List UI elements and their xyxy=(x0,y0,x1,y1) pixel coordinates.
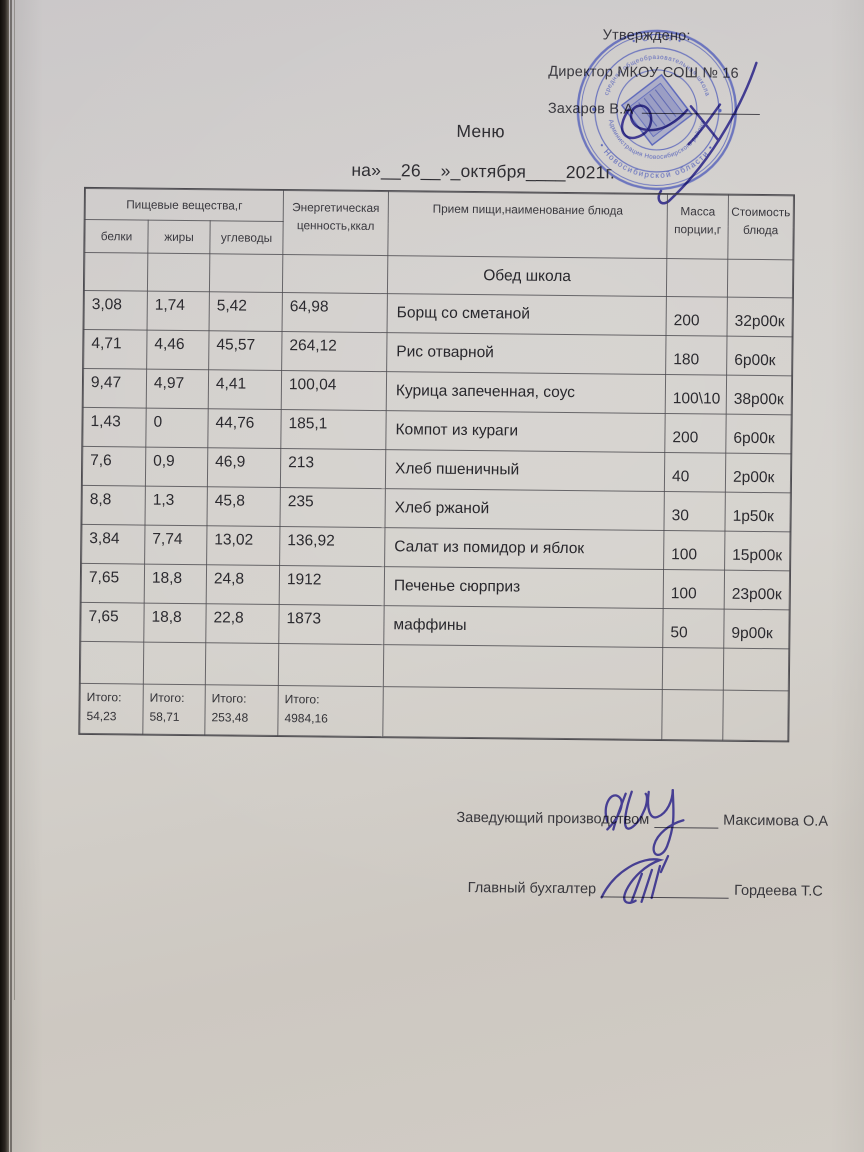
cell-mass: 100\10 xyxy=(665,374,727,415)
header-meal: Прием пищи,наименование блюда xyxy=(387,191,668,259)
page-title: Меню xyxy=(456,120,505,142)
cell-fat: 4,97 xyxy=(146,369,209,409)
cell-carbs: 45,57 xyxy=(208,330,283,371)
cell-protein: 1,43 xyxy=(82,407,147,448)
cell-protein: 3,84 xyxy=(81,524,145,565)
cell-protein: 7,65 xyxy=(81,563,145,604)
cell-energy: 64,98 xyxy=(282,292,388,333)
cell-carbs: 24,8 xyxy=(206,564,280,605)
cell-dish: Салат из помидор и яблок xyxy=(384,527,664,570)
signoff-name: Гордеева Т.С xyxy=(734,882,823,900)
cell-carbs: 45,8 xyxy=(206,486,281,527)
stamp-outer-top-text: • ОГРН • xyxy=(631,32,685,47)
cell-cost: 15р00к xyxy=(724,531,790,571)
cell-dish: Компот из кураги xyxy=(385,410,666,453)
cell-fat: 18,8 xyxy=(144,564,207,604)
cell-protein: 3,08 xyxy=(84,290,148,331)
cell-dish: Рис отварной xyxy=(386,332,667,375)
menu-rows: 3,08 1,74 5,42 64,98 Борщ со сметаной 20… xyxy=(80,290,793,649)
accountant-signature-ink xyxy=(600,854,670,904)
cell-mass: 40 xyxy=(664,452,726,493)
cell-mass: 180 xyxy=(665,335,728,376)
cell-mass: 200 xyxy=(666,296,728,337)
header-fat: жиры xyxy=(147,220,211,254)
page-edge-line xyxy=(14,0,15,1000)
signoff-name: Максимова О.А xyxy=(723,812,829,830)
cell-protein: 7,65 xyxy=(80,602,145,643)
cell-fat: 1,3 xyxy=(144,486,208,526)
total-protein: Итого: 54,23 xyxy=(79,683,144,735)
cell-energy: 185,1 xyxy=(280,409,387,450)
cell-energy: 136,92 xyxy=(279,526,385,567)
header-protein: белки xyxy=(84,219,149,254)
cell-energy: 264,12 xyxy=(281,331,388,372)
header-nutrients-group: Пищевые вещества,г xyxy=(85,188,284,222)
section-title: Обед школа xyxy=(387,255,667,297)
cell-carbs: 4,41 xyxy=(208,369,282,410)
paper-sheet xyxy=(9,0,864,1152)
cell-protein: 4,71 xyxy=(83,329,148,370)
empty-row xyxy=(80,641,789,691)
header-carbs: углеводы xyxy=(209,220,284,255)
cell-dish: Курица запеченная, соус xyxy=(386,371,666,414)
cell-carbs: 46,9 xyxy=(207,447,281,488)
cell-energy: 235 xyxy=(279,487,386,528)
cell-mass: 100 xyxy=(663,569,725,610)
cell-protein: 8,8 xyxy=(81,485,146,526)
cell-mass: 200 xyxy=(664,413,727,454)
cell-fat: 0 xyxy=(145,408,209,448)
cell-cost: 2р00к xyxy=(725,453,791,493)
cell-carbs: 44,76 xyxy=(207,408,282,449)
director-signature-ink xyxy=(620,61,758,205)
page-edge-line xyxy=(10,0,12,1152)
cell-carbs: 5,42 xyxy=(209,291,283,332)
signoff-role: Главный бухгалтер xyxy=(467,879,597,898)
cell-cost: 32р00к xyxy=(727,297,793,337)
cell-protein: 7,6 xyxy=(82,446,146,487)
cell-carbs: 13,02 xyxy=(206,525,280,566)
cell-mass: 30 xyxy=(663,491,726,532)
total-fat: Итого: 58,71 xyxy=(142,684,206,735)
cell-carbs: 22,8 xyxy=(205,603,280,644)
cell-protein: 9,47 xyxy=(83,368,147,409)
cell-cost: 38р00к xyxy=(726,375,792,415)
cell-fat: 4,46 xyxy=(146,330,210,370)
menu-table: Пищевые вещества,г Энергетическая ценнос… xyxy=(78,186,795,743)
cell-energy: 1912 xyxy=(279,565,385,606)
header-cost: Стоимость блюда xyxy=(727,195,794,260)
totals-row: Итого: 54,23 Итого: 58,71 Итого: 253,48 … xyxy=(79,683,789,741)
cell-energy: 213 xyxy=(280,448,386,489)
cell-cost: 1р50к xyxy=(724,492,791,532)
cell-cost: 6р00к xyxy=(726,336,793,376)
cell-mass: 100 xyxy=(663,530,725,571)
cell-dish: маффины xyxy=(383,605,664,648)
svg-text:• ОГРН •: • ОГРН • xyxy=(631,32,685,47)
cell-dish: Печенье сюрприз xyxy=(384,566,664,609)
cell-dish: Хлеб ржаной xyxy=(384,488,665,531)
cell-cost: 6р00к xyxy=(725,414,792,454)
cell-mass: 50 xyxy=(662,608,725,649)
cell-dish: Хлеб пшеничный xyxy=(385,449,665,492)
header-mass: Масса порции,г xyxy=(666,194,729,260)
cell-fat: 1,74 xyxy=(147,291,210,331)
cell-cost: 9р00к xyxy=(723,609,790,649)
cell-fat: 0,9 xyxy=(145,447,208,487)
header-energy: Энергетическая ценность,ккал xyxy=(282,190,389,256)
cell-fat: 18,8 xyxy=(143,603,207,643)
cell-energy: 1873 xyxy=(278,604,385,645)
cell-cost: 23р00к xyxy=(724,570,790,610)
total-carbs: Итого: 253,48 xyxy=(204,684,279,736)
production-signature-ink xyxy=(604,788,685,856)
page-binding-edge xyxy=(0,0,9,1152)
total-energy: Итого: 4984,16 xyxy=(277,685,384,737)
cell-fat: 7,74 xyxy=(144,525,207,565)
cell-energy: 100,04 xyxy=(281,370,387,411)
menu-date-line: на»__26__»_октября____2021г. xyxy=(351,159,616,183)
cell-dish: Борщ со сметаной xyxy=(387,293,667,336)
